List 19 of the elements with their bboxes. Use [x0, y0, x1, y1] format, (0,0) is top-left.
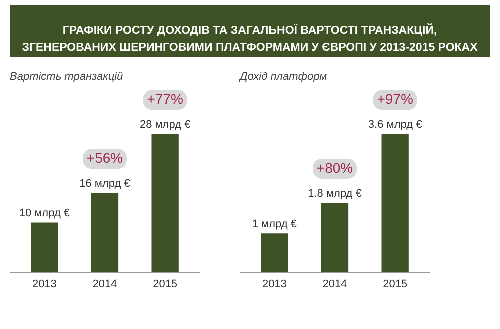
x-tick-label: 2015 — [153, 278, 178, 290]
annotation: +77% — [147, 91, 184, 108]
text: ГРАФІКИ РОСТУ ДОХОДІВ ТА ЗАГАЛЬНОЇ ВАРТОСТІ ТРАНЗАКЦІЙ, ЗГЕНЕРОВАНИХ ШЕРИНГОВИМИ ПЛАТФОРМАМИ У ЄВРОПІ У 2013-2015 РОКАХ — [22, 23, 478, 54]
x-tick-label: 2013 — [262, 278, 287, 290]
chart-title: Вартість транзакцій — [10, 71, 124, 83]
x-tick-label: 2015 — [383, 278, 408, 290]
annotation: +56% — [86, 150, 124, 166]
data-label: 16 млрд € — [80, 178, 130, 190]
data-label: 28 млрд € — [140, 119, 191, 132]
x-tick-label: 2014 — [322, 278, 348, 290]
annotation: +80% — [316, 160, 354, 176]
x-tick-label: 2014 — [92, 278, 118, 290]
data-label: 1.8 млрд € — [308, 188, 362, 200]
data-label: 3.6 млрд € — [368, 119, 422, 132]
x-tick-label: 2013 — [32, 278, 57, 290]
annotation: +97% — [377, 91, 414, 108]
chart-title: Дохід платформ — [238, 71, 328, 83]
data-label: 10 млрд € — [19, 208, 70, 220]
data-label: 1 млрд € — [252, 218, 297, 231]
